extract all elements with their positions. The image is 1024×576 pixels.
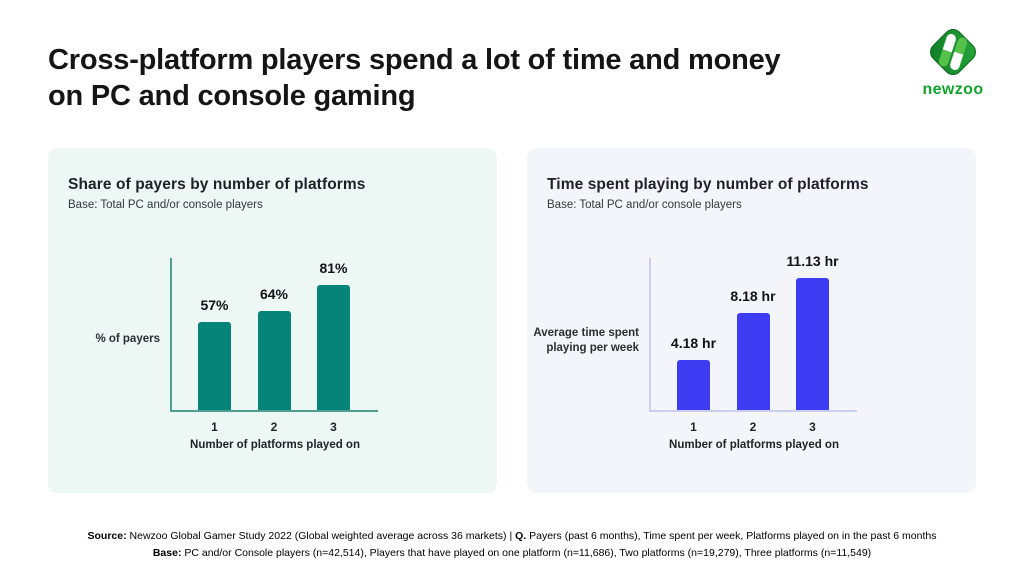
x-axis-title: Number of platforms played on — [669, 439, 839, 451]
y-axis-label: Average time spent playing per week — [527, 326, 639, 356]
x-tick-label: 3 — [330, 420, 337, 434]
chart-subtitle: Base: Total PC and/or console players — [547, 199, 742, 211]
source-line: Source: Newzoo Global Gamer Study 2022 (… — [0, 528, 1024, 545]
page-title: Cross-platform players spend a lot of ti… — [48, 42, 928, 114]
time-spent-chart-card: Time spent playing by number of platform… — [527, 148, 976, 493]
x-tick-label: 3 — [809, 420, 816, 434]
x-tick-label: 1 — [211, 420, 218, 434]
source-note: Source: Newzoo Global Gamer Study 2022 (… — [0, 528, 1024, 562]
x-tick-label: 2 — [749, 420, 757, 434]
page-title-line-2: on PC and console gaming — [48, 80, 416, 112]
payers-chart-card: Share of payers by number of platforms B… — [48, 148, 497, 493]
x-tick-label: 2 — [270, 420, 278, 434]
chart-title: Time spent playing by number of platform… — [547, 176, 869, 193]
y-axis-label-line: playing per week — [546, 342, 639, 354]
newzoo-logo-text: newzoo — [922, 81, 984, 98]
bar — [736, 313, 770, 410]
bar — [796, 278, 829, 410]
chart-cards: Share of payers by number of platforms B… — [48, 148, 976, 493]
y-axis-label-line: % of payers — [95, 333, 160, 345]
bar-plot: 4.18 hr 1 8.18 hr 2 11.13 hr 3 — [649, 253, 857, 434]
bar — [317, 285, 350, 410]
x-axis-title: Number of platforms played on — [190, 439, 360, 451]
chart-title: Share of payers by number of platforms — [68, 176, 366, 193]
bar-value-label: 11.13 hr — [786, 253, 839, 269]
newzoo-logo: newzoo — [912, 24, 994, 99]
y-axis-label: % of payers — [48, 332, 160, 347]
newzoo-diamond-icon — [930, 29, 976, 75]
bar-value-label: 81% — [319, 260, 348, 276]
chart-subtitle: Base: Total PC and/or console players — [68, 199, 263, 211]
bar — [257, 311, 291, 410]
bar-value-label: 64% — [259, 286, 289, 302]
base-line: Base: PC and/or Console players (n=42,51… — [0, 545, 1024, 562]
footer-bold-segment: Base: — [152, 547, 182, 559]
footer-bold-segment: Source: — [87, 530, 127, 542]
y-axis-label-line: Average time spent — [533, 327, 639, 339]
footer-text-segment: PC and/or Console players (n=42,514), Pl… — [181, 547, 872, 559]
page-title-line-1: Cross-platform players spend a lot of ti… — [48, 44, 781, 76]
bar-value-label: 57% — [200, 297, 229, 313]
x-tick-label: 1 — [690, 420, 697, 434]
footer-text-segment: Payers (past 6 months), Time spent per w… — [526, 530, 937, 542]
bar-plot: 57% 1 64% 2 81% 3 — [170, 258, 378, 434]
bar — [198, 322, 231, 410]
footer-text-segment: Newzoo Global Gamer Study 2022 (Global w… — [126, 530, 516, 542]
bar-value-label: 8.18 hr — [730, 288, 776, 304]
bar — [677, 360, 710, 410]
footer-bold-segment: Q. — [515, 530, 527, 542]
bar-value-label: 4.18 hr — [670, 335, 717, 351]
